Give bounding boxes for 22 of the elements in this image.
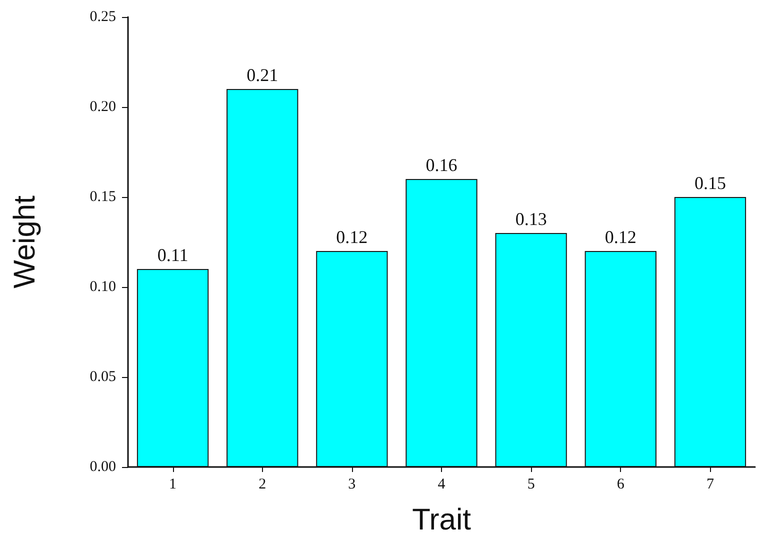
y-tick-label: 0.10: [90, 279, 116, 295]
x-tick-label: 1: [169, 476, 177, 492]
x-tick-label: 7: [706, 476, 714, 492]
data-label: 0.13: [515, 209, 547, 229]
x-tick-label: 5: [527, 476, 535, 492]
x-tick-label: 2: [258, 476, 266, 492]
data-label: 0.16: [426, 155, 458, 175]
x-axis-title: Trait: [412, 504, 472, 536]
y-tick-label: 0.00: [90, 459, 116, 475]
data-label: 0.12: [604, 227, 636, 247]
data-label: 0.11: [157, 245, 188, 265]
y-tick-label: 0.05: [90, 369, 116, 385]
y-tick-label: 0.20: [90, 99, 116, 115]
data-label: 0.12: [336, 227, 368, 247]
data-label: 0.21: [246, 65, 278, 85]
x-tick-label: 6: [616, 476, 625, 492]
data-label: 0.15: [694, 173, 726, 193]
x-tick-label: 3: [348, 476, 356, 492]
y-tick-label: 0.25: [90, 9, 116, 25]
y-axis-title: Weight: [8, 194, 42, 288]
y-tick-label: 0.15: [90, 189, 116, 205]
x-tick-label: 4: [438, 476, 446, 492]
